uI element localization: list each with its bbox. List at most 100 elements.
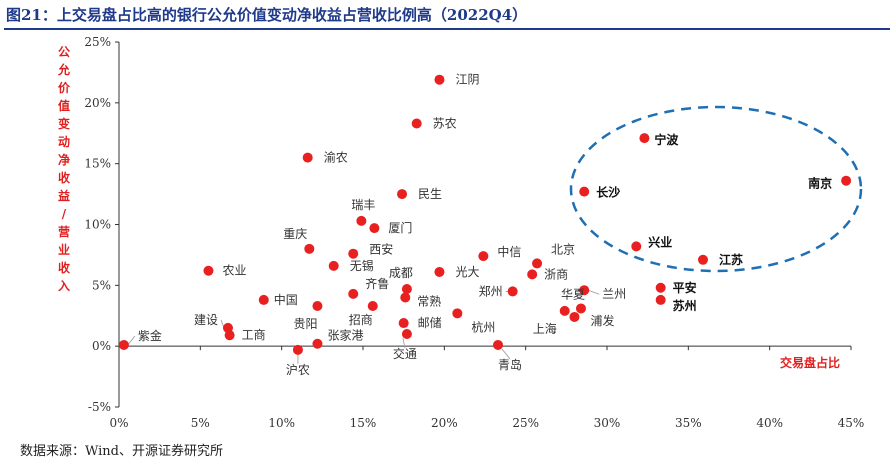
point-label: 建设 [194, 313, 218, 327]
data-point [559, 305, 570, 316]
highlight-ellipse-group [569, 105, 863, 273]
data-point [397, 189, 408, 200]
y-axis-label-char: 益 [58, 188, 70, 203]
y-axis-label-char: 值 [58, 98, 70, 113]
data-point [348, 288, 359, 299]
y-axis-label-char: 公 [58, 45, 70, 59]
data-point [655, 294, 666, 305]
point-label: 中国 [274, 292, 298, 307]
point-label: 张家港 [327, 328, 363, 343]
data-point [434, 74, 445, 85]
point-label: 沪农 [286, 363, 310, 377]
point-label: 无锡 [350, 258, 374, 273]
y-axis-label-char: 收 [58, 260, 70, 275]
point-label: 浦发 [590, 313, 614, 328]
point-label: 平安 [673, 280, 697, 295]
point-label: 杭州 [471, 319, 495, 334]
data-point [302, 152, 313, 163]
x-tick-label: 45% [838, 416, 865, 430]
x-tick-label: 35% [675, 416, 702, 430]
point-label: 光大 [455, 265, 479, 279]
x-axis-label: 交易盘占比 [780, 355, 840, 370]
leader-line [127, 335, 136, 346]
point-label: 郑州 [479, 283, 503, 298]
title-divider [4, 28, 890, 30]
point-label: 苏农 [433, 117, 457, 131]
y-axis-label-char: 入 [58, 279, 70, 293]
point-label: 常熟 [417, 294, 441, 309]
data-point [493, 339, 504, 350]
data-point [304, 243, 315, 254]
point-label: 成都 [389, 266, 413, 280]
point-label: 齐鲁 [365, 276, 389, 291]
data-point [452, 308, 463, 319]
data-point [478, 251, 489, 262]
data-point [224, 330, 235, 341]
data-point [401, 283, 412, 294]
point-label: 贵阳 [293, 317, 317, 331]
data-point [631, 241, 642, 252]
data-point [655, 282, 666, 293]
y-axis-label-char: 收 [58, 170, 70, 185]
point-label: 民生 [418, 187, 442, 201]
y-axis-label-char: 变 [58, 116, 70, 131]
data-point [398, 318, 409, 329]
point-label: 青岛 [498, 357, 522, 372]
y-tick-label: -5% [88, 400, 111, 414]
data-point [507, 286, 518, 297]
point-label: 渝农 [324, 150, 348, 165]
data-point [367, 301, 378, 312]
data-point [369, 223, 380, 234]
data-point [569, 311, 580, 322]
point-label: 中信 [497, 244, 521, 259]
point-label: 西安 [369, 242, 393, 257]
data-point [639, 133, 650, 144]
x-tick-label: 15% [350, 416, 377, 430]
data-points [118, 74, 852, 355]
y-tick-label: 10% [84, 218, 111, 232]
y-tick-label: 0% [92, 339, 111, 353]
point-label: 华夏 [561, 287, 585, 301]
y-axis-label-char: 业 [58, 242, 70, 257]
data-point [697, 254, 708, 265]
data-point [579, 285, 590, 296]
data-point [841, 175, 852, 186]
y-axis-label-char: / [62, 207, 67, 221]
source-note: 数据来源：Wind、开源证券研究所 [20, 444, 223, 459]
data-point [411, 118, 422, 129]
x-tick-label: 5% [191, 416, 210, 430]
x-tick-label: 20% [431, 416, 458, 430]
y-tick-label: 5% [92, 278, 111, 292]
data-point [401, 329, 412, 339]
point-label: 江苏 [719, 252, 743, 267]
point-label: 长沙 [596, 185, 620, 200]
point-label: 兴业 [648, 234, 672, 249]
data-point [527, 269, 538, 280]
point-label: 紫金 [138, 328, 162, 343]
y-axis-label-char: 营 [58, 224, 70, 239]
point-label: 交通 [393, 346, 417, 361]
y-axis-label-char: 允 [57, 62, 70, 77]
y-axis-label-char: 动 [58, 135, 70, 149]
leader-line [402, 337, 406, 349]
point-label: 招商 [349, 312, 373, 327]
data-point [356, 215, 367, 226]
point-label: 宁波 [654, 132, 679, 147]
point-label: 重庆 [283, 227, 307, 241]
data-point [203, 265, 214, 276]
highlight-ellipse [569, 105, 863, 273]
y-axis-label-char: 价 [58, 81, 71, 95]
leader-line [588, 289, 600, 295]
data-point [579, 186, 590, 197]
point-label: 瑞丰 [351, 198, 375, 212]
data-point [348, 248, 359, 259]
point-label: 浙商 [544, 266, 568, 281]
x-tick-label: 30% [594, 416, 621, 430]
point-label: 苏州 [673, 298, 697, 313]
x-tick-label: 40% [756, 416, 783, 430]
point-label: 工商 [242, 327, 266, 342]
data-point [575, 303, 586, 314]
data-point [258, 294, 269, 305]
data-point [312, 338, 323, 349]
data-point [118, 339, 129, 350]
